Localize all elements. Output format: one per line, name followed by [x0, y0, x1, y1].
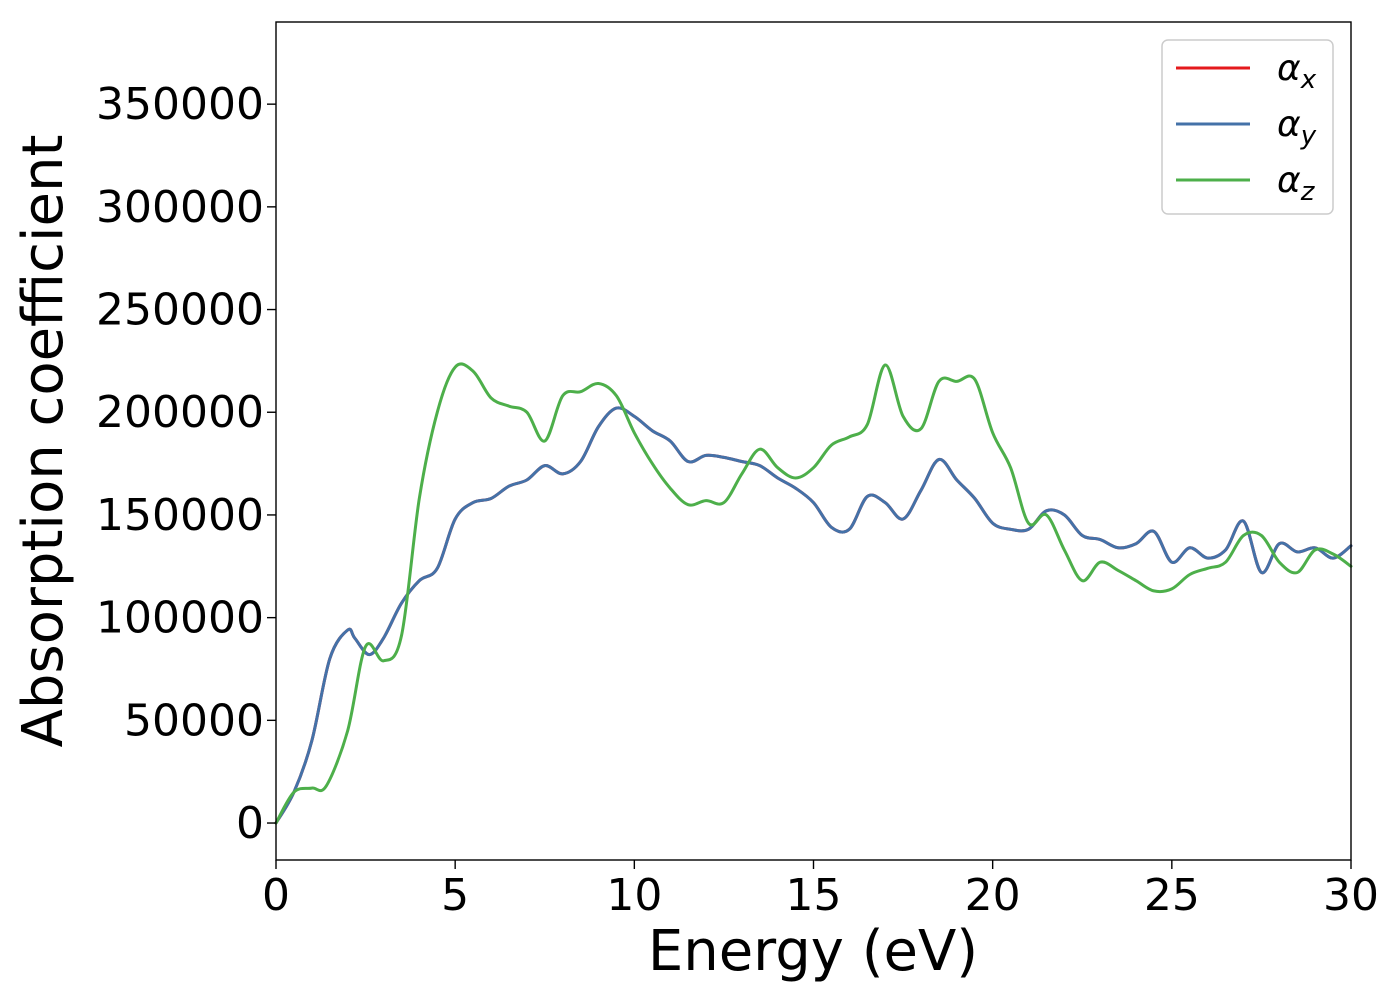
y-tick-label: 200000 [96, 387, 264, 438]
x-axis: 0 5 10 15 20 25 30 [262, 860, 1379, 921]
x-tick-label: 30 [1323, 870, 1379, 921]
y-tick-label: 50000 [124, 695, 264, 746]
series-line-z [274, 362, 1353, 825]
legend-frame [1161, 39, 1334, 215]
x-tick-label: 5 [441, 870, 469, 921]
y-tick-label: 0 [236, 798, 264, 849]
y-tick-label: 150000 [96, 490, 264, 541]
x-tick-label: 10 [606, 870, 662, 921]
series-line-x [274, 406, 1353, 825]
y-tick-label: 250000 [96, 285, 264, 336]
x-tick-label: 15 [786, 870, 842, 921]
series-layer [274, 362, 1353, 825]
x-tick-label: 20 [965, 870, 1021, 921]
y-axis-label: Absorption coefficient [11, 135, 76, 748]
y-tick-label: 350000 [96, 79, 264, 130]
y-tick-label: 100000 [96, 593, 264, 644]
legend-label-x: αx [1277, 48, 1317, 95]
legend-label-y: αy [1277, 104, 1317, 151]
x-tick-label: 0 [262, 870, 290, 921]
x-axis-label: Energy (eV) [648, 919, 978, 984]
series-line-y [274, 406, 1353, 825]
x-tick-label: 25 [1144, 870, 1200, 921]
y-tick-label: 300000 [96, 182, 264, 233]
y-axis: 0 50000 100000 150000 200000 250000 300000 3500… [96, 79, 276, 849]
